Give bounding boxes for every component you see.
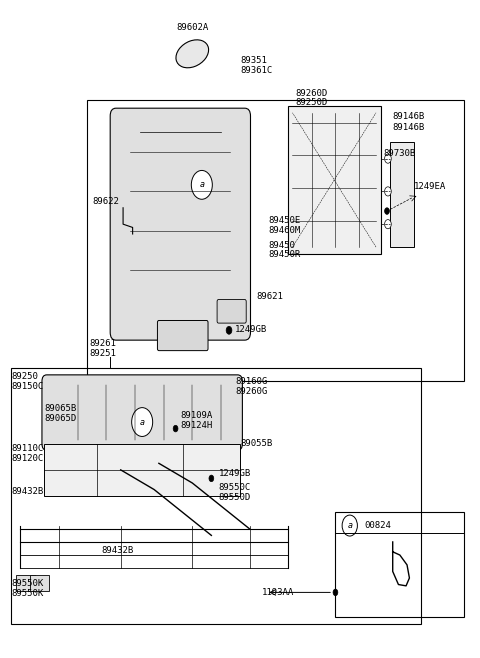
Bar [16,574,35,591]
Text: 1249GB: 1249GB [218,468,251,478]
Text: 89120C: 89120C [11,453,43,463]
Bar [30,574,49,591]
Text: 1193AA: 1193AA [262,588,294,597]
Text: 89065B: 89065B [44,405,77,413]
Text: a: a [199,180,204,190]
Bar [87,99,464,382]
Circle shape [342,515,358,536]
Text: 89065D: 89065D [44,415,77,423]
Circle shape [192,170,212,199]
Text: 89602A: 89602A [176,23,208,32]
Text: 1249GB: 1249GB [235,324,267,334]
Text: 89450E: 89450E [269,216,301,226]
Text: 89150C: 89150C [11,382,43,391]
Text: 89460M: 89460M [269,226,301,235]
Bar [11,368,421,624]
Text: 89550K: 89550K [11,579,43,588]
Text: 89621: 89621 [257,291,284,301]
Text: 89351: 89351 [240,56,267,65]
Text: 89109A: 89109A [180,411,213,420]
Circle shape [333,589,338,595]
Circle shape [384,220,391,229]
Text: 1249EA: 1249EA [414,182,446,191]
Text: 89124H: 89124H [180,421,213,430]
Text: 89450: 89450 [269,241,296,249]
Text: 89550K: 89550K [11,588,43,597]
Text: 89260D: 89260D [295,89,327,97]
FancyBboxPatch shape [157,320,208,351]
Text: 89110C: 89110C [11,443,43,453]
Text: 89055B: 89055B [240,439,272,448]
Ellipse shape [176,40,209,68]
Bar [288,106,381,253]
Text: 89160G: 89160G [235,377,267,386]
Circle shape [226,326,232,334]
Text: 89146B: 89146B [393,112,425,120]
Text: 89260G: 89260G [235,387,267,395]
Text: 89250: 89250 [11,372,38,382]
Text: 89730B: 89730B [383,149,415,158]
Circle shape [384,154,391,163]
Text: a: a [140,418,144,426]
Circle shape [384,187,391,196]
Text: 89622: 89622 [92,197,119,206]
FancyBboxPatch shape [110,108,251,340]
Text: 89261: 89261 [90,339,117,348]
Text: 89432B: 89432B [102,546,134,555]
Text: 89550C: 89550C [218,483,251,492]
Circle shape [132,407,153,436]
Text: 89550D: 89550D [218,493,251,502]
Text: 89432B: 89432B [11,487,43,496]
Text: 89450R: 89450R [269,251,301,259]
Circle shape [209,475,214,482]
Circle shape [384,208,389,215]
FancyBboxPatch shape [217,299,246,323]
FancyBboxPatch shape [42,375,242,450]
Circle shape [173,425,178,432]
Text: 00824: 00824 [364,521,391,530]
Bar [44,443,240,496]
Text: 89251: 89251 [90,349,117,358]
Text: 89146B: 89146B [393,122,425,132]
Text: a: a [347,521,352,530]
Text: 89361C: 89361C [240,66,272,75]
Bar [390,142,414,247]
Text: 89250D: 89250D [295,99,327,107]
Bar [336,513,464,617]
